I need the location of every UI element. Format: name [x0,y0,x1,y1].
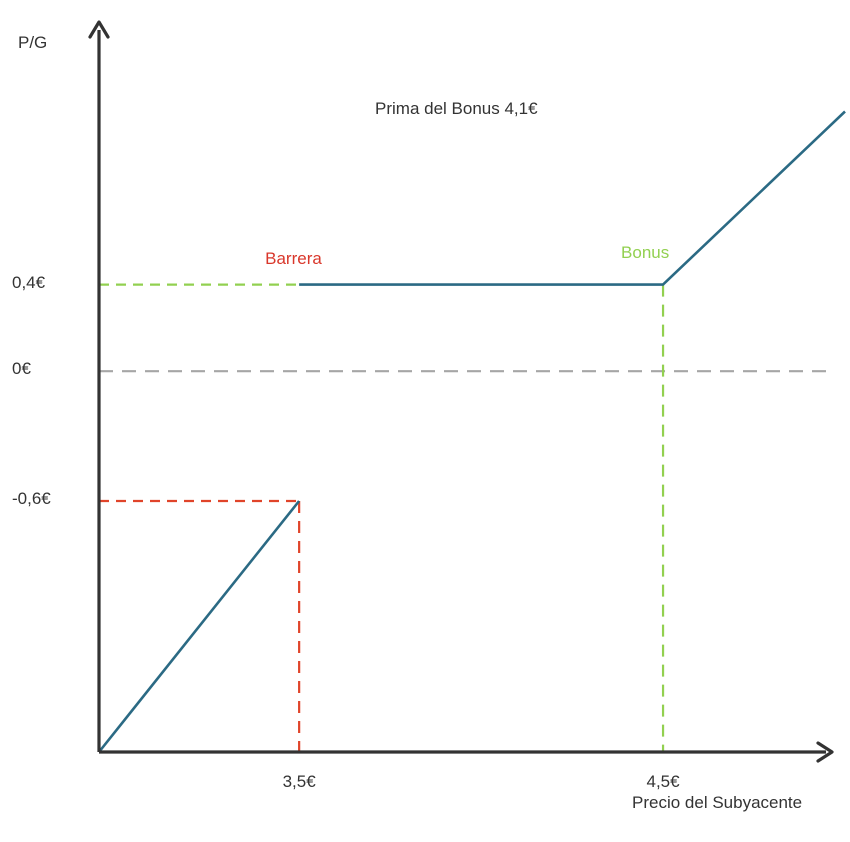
y-axis-title: P/G [18,33,48,52]
y-tick-label: 0,4€ [12,272,46,292]
payoff-line-segment-1 [97,500,301,753]
x-tick-label: 3,5€ [282,772,316,791]
x-tick-label: 4,5€ [646,772,680,791]
barrier-label: Barrera [265,249,322,268]
premium-annotation: Prima del Bonus 4,1€ [375,99,538,118]
x-axis-arrowhead [816,741,834,763]
y-tick-label: 0€ [12,359,31,379]
y-tick-label: -0,6€ [12,489,51,508]
x-axis-title: Precio del Subyacente [632,793,803,812]
y-axis-arrowhead [88,20,110,39]
bonus-label: Bonus [621,243,670,262]
payoff-line-segment-2 [299,110,846,286]
